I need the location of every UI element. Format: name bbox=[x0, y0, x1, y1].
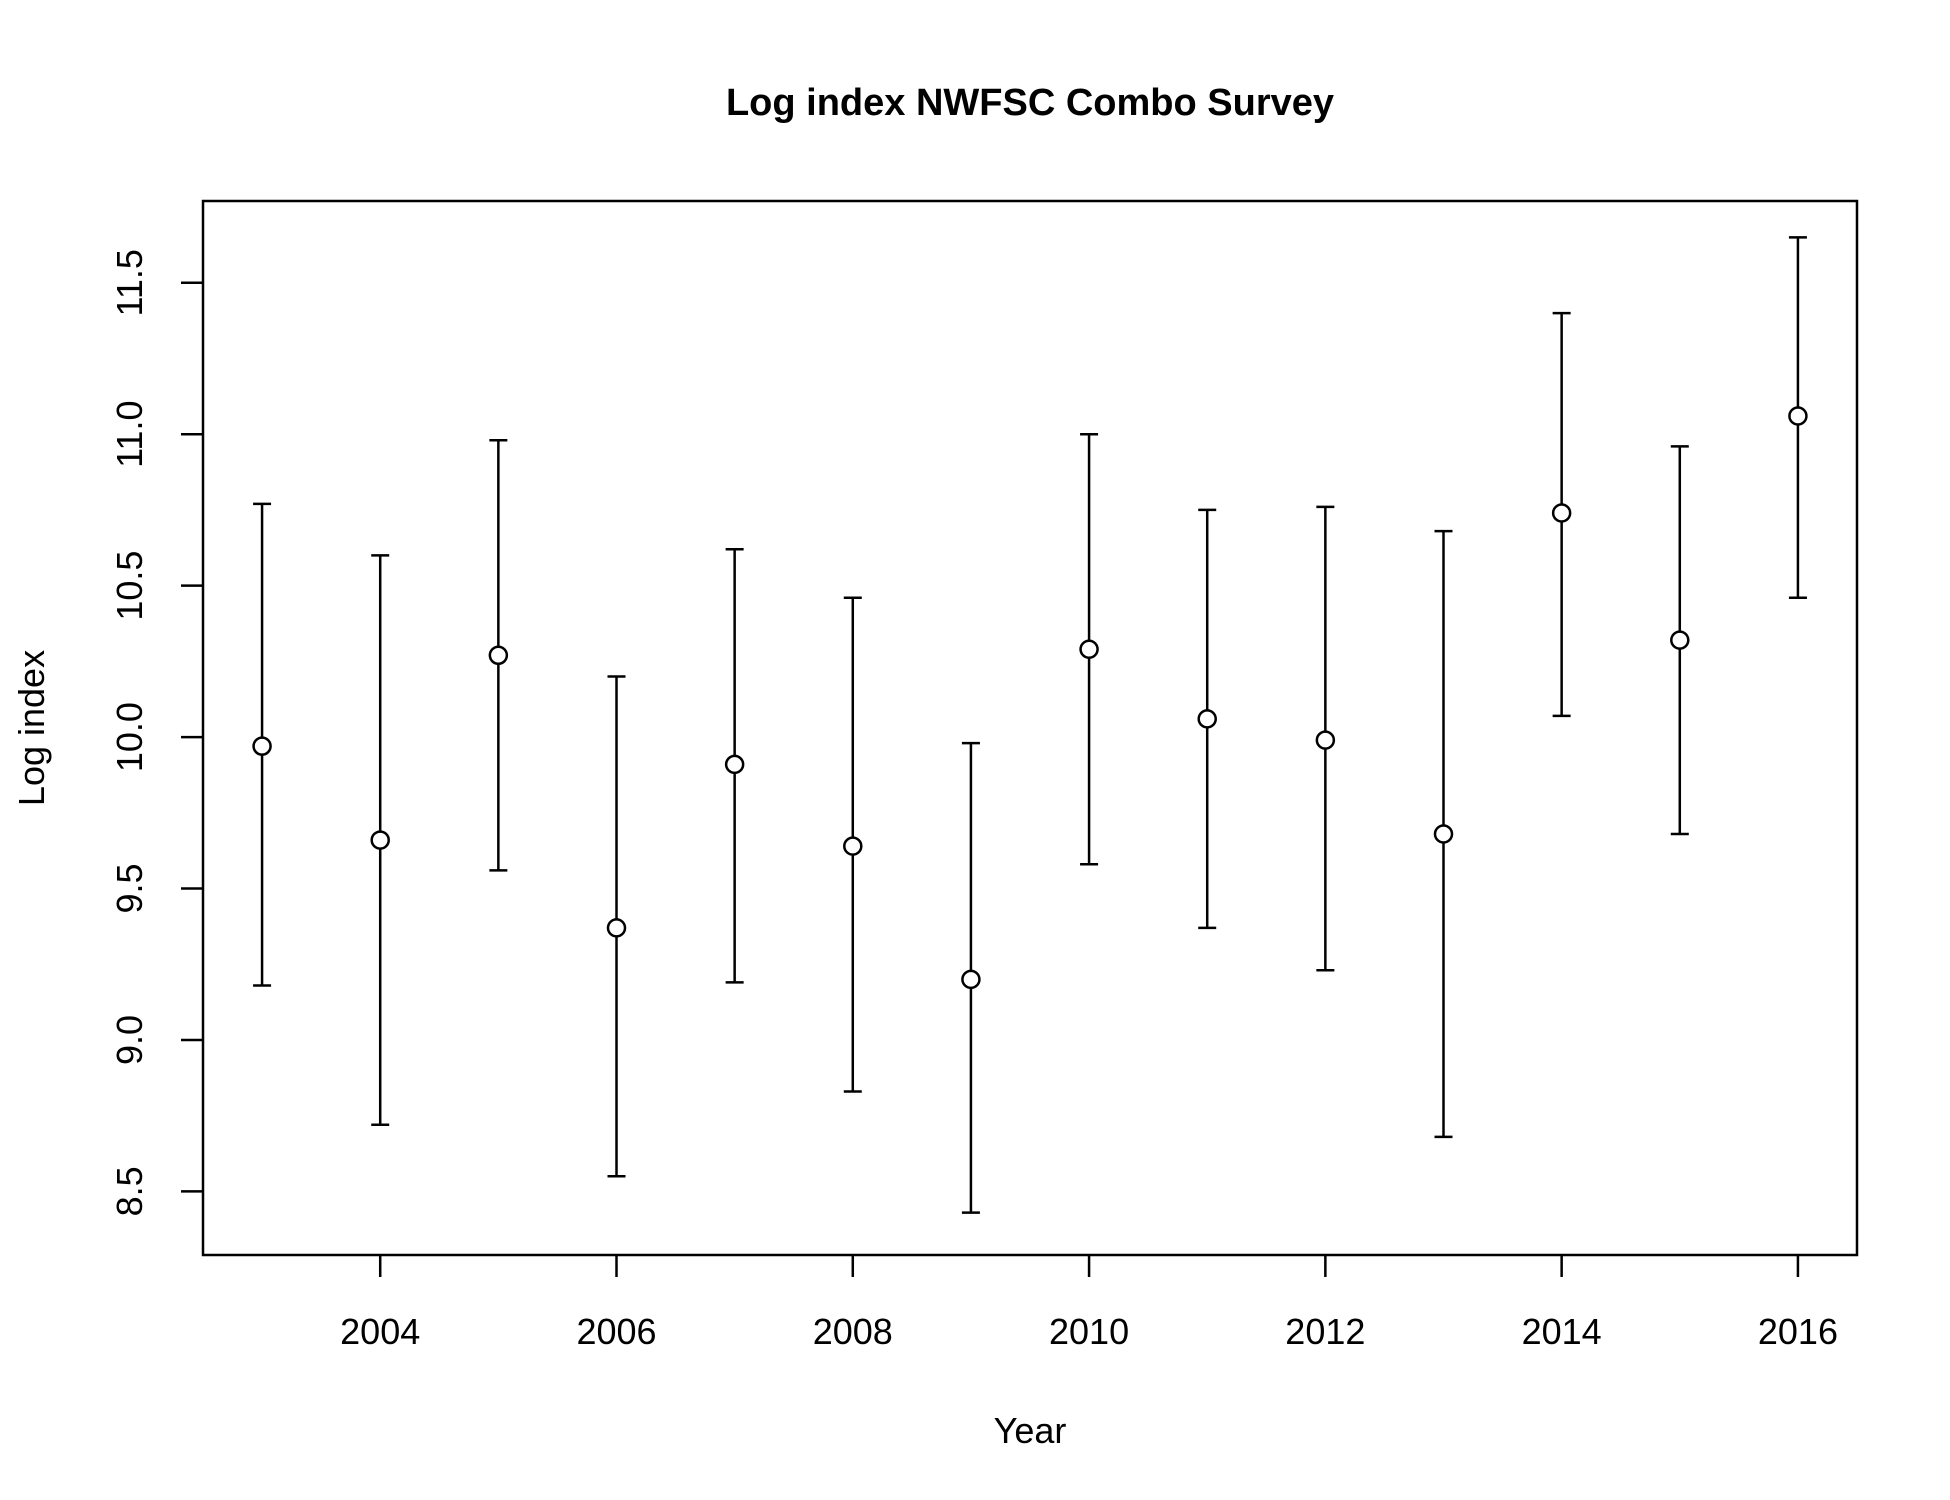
data-point bbox=[843, 836, 863, 856]
data-point bbox=[606, 918, 627, 938]
y-axis: 8.5 9.0 9.5 10.0 10.5 11.0 11.5 bbox=[109, 249, 203, 1216]
data-point bbox=[1551, 503, 1572, 523]
data-point bbox=[488, 645, 509, 666]
x-tick-label: 2014 bbox=[1522, 1311, 1602, 1352]
x-axis-label: Year bbox=[994, 1410, 1067, 1451]
error-bars bbox=[253, 236, 1807, 1214]
y-axis-label: Log index bbox=[11, 650, 52, 806]
y-tick-label: 8.5 bbox=[109, 1166, 150, 1216]
y-tick-label: 9.0 bbox=[109, 1015, 150, 1065]
data-point bbox=[370, 830, 390, 850]
data-point bbox=[1788, 406, 1808, 426]
data-point bbox=[1079, 639, 1099, 660]
x-tick-label: 2008 bbox=[813, 1311, 893, 1352]
data-point bbox=[1197, 709, 1217, 729]
data-point bbox=[724, 754, 745, 775]
data-point bbox=[961, 969, 981, 990]
x-axis: 2004 2006 2008 2010 2012 2014 2016 bbox=[340, 1255, 1838, 1352]
data-point bbox=[1433, 824, 1454, 844]
x-tick-label: 2016 bbox=[1758, 1311, 1838, 1352]
y-tick-label: 10.0 bbox=[109, 702, 150, 772]
x-tick-label: 2006 bbox=[576, 1311, 656, 1352]
data-point bbox=[252, 736, 272, 756]
x-tick-label: 2012 bbox=[1285, 1311, 1365, 1352]
chart-title: Log index NWFSC Combo Survey bbox=[726, 82, 1334, 124]
y-tick-label: 10.5 bbox=[109, 551, 150, 621]
plot-frame bbox=[201, 199, 1859, 1257]
y-tick-label: 9.5 bbox=[109, 863, 150, 913]
y-tick-label: 11.0 bbox=[109, 401, 150, 468]
data-point bbox=[1315, 730, 1336, 750]
x-tick-label: 2004 bbox=[340, 1311, 420, 1352]
y-tick-label: 11.5 bbox=[109, 249, 150, 316]
data-point bbox=[1670, 630, 1690, 650]
data-points bbox=[252, 406, 1808, 990]
x-tick-label: 2010 bbox=[1049, 1311, 1129, 1352]
